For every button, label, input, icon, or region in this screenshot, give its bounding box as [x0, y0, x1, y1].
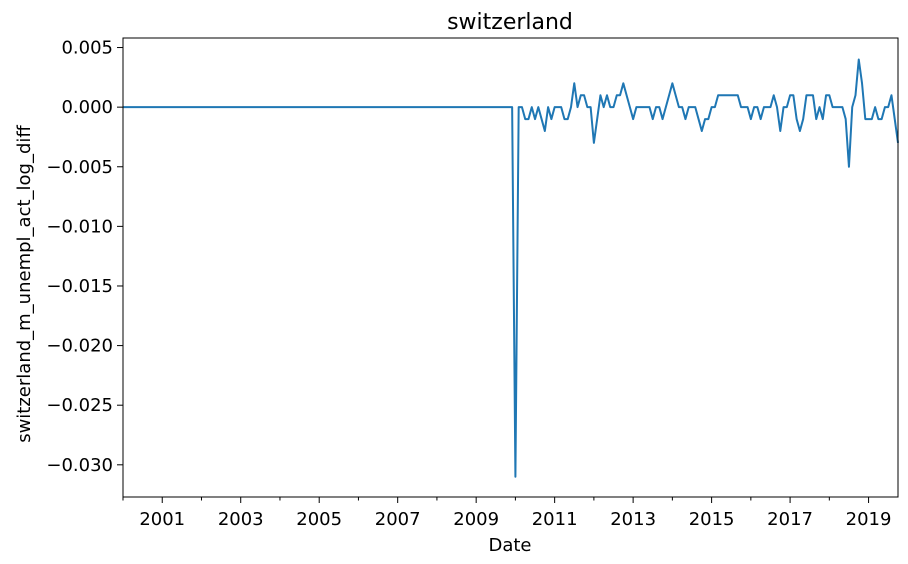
y-tick-label: 0.005	[61, 38, 113, 59]
x-tick-label: 2003	[218, 509, 264, 530]
x-tick-label: 2007	[375, 509, 421, 530]
y-tick-label: −0.030	[46, 455, 113, 476]
series-line-0	[123, 58, 899, 478]
x-tick-label: 2005	[296, 509, 342, 530]
y-tick-label: −0.015	[46, 276, 113, 297]
x-tick-label: 2013	[610, 509, 656, 530]
y-tick-label: −0.020	[46, 336, 113, 357]
y-tick-label: −0.010	[46, 216, 113, 237]
y-tick-label: 0.000	[61, 97, 113, 118]
x-tick-label: 2001	[139, 509, 185, 530]
x-tick-label: 2017	[767, 509, 813, 530]
x-tick-label: 2019	[846, 509, 892, 530]
chart-title: switzerland	[447, 10, 573, 35]
y-tick-label: −0.025	[46, 395, 113, 416]
plot-frame	[122, 37, 899, 498]
y-axis-label: switzerland_m_unempl_act_log_diff	[14, 125, 35, 443]
x-tick-label: 2009	[453, 509, 499, 530]
x-axis-label: Date	[488, 535, 531, 556]
x-tick-label: 2015	[689, 509, 735, 530]
y-tick-label: −0.005	[46, 157, 113, 178]
plot-area: 0.005 0.000 −0.005 −0.010 −0.015 −0.020 −0.025…	[46, 37, 899, 530]
x-tick-label: 2011	[532, 509, 578, 530]
